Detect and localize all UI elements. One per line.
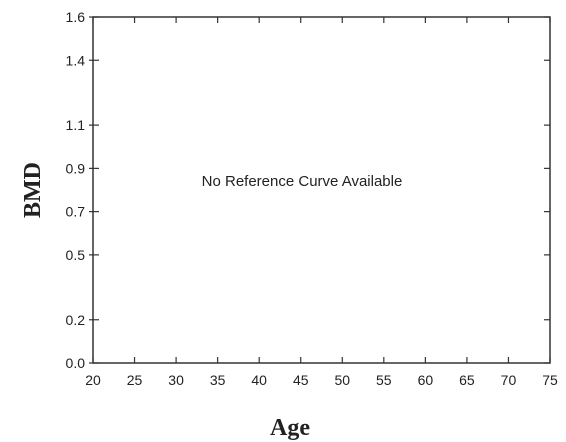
- y-tick-label: 0.5: [66, 247, 86, 263]
- x-tick-label: 20: [85, 372, 101, 388]
- x-tick-label: 25: [127, 372, 143, 388]
- x-axis: 20 25 30 35 40 45 50 55 60 65 70 75: [85, 17, 558, 388]
- y-axis: 0.0 0.2 0.5 0.7 0.9 1.1 1.4 1.6: [66, 9, 550, 371]
- y-tick-label: 1.6: [66, 9, 86, 25]
- y-tick-label: 0.9: [66, 160, 86, 176]
- y-tick-label: 0.7: [66, 204, 86, 220]
- x-tick-label: 75: [542, 372, 558, 388]
- x-tick-label: 40: [251, 372, 267, 388]
- y-axis-title: BMD: [20, 162, 46, 218]
- y-tick-label: 1.4: [66, 52, 86, 68]
- y-tick-label: 0.2: [66, 312, 86, 328]
- x-tick-label: 50: [334, 372, 350, 388]
- x-tick-label: 65: [459, 372, 475, 388]
- x-tick-label: 70: [501, 372, 517, 388]
- x-tick-label: 35: [210, 372, 226, 388]
- x-axis-title: Age: [270, 415, 310, 441]
- x-tick-label: 45: [293, 372, 309, 388]
- x-tick-label: 60: [418, 372, 434, 388]
- plot-area-frame: [92, 16, 551, 364]
- y-tick-label: 1.1: [66, 117, 86, 133]
- y-tick-label: 0.0: [66, 355, 86, 371]
- x-tick-label: 30: [168, 372, 184, 388]
- x-tick-label: 55: [376, 372, 392, 388]
- no-reference-annotation: No Reference Curve Available: [202, 173, 403, 190]
